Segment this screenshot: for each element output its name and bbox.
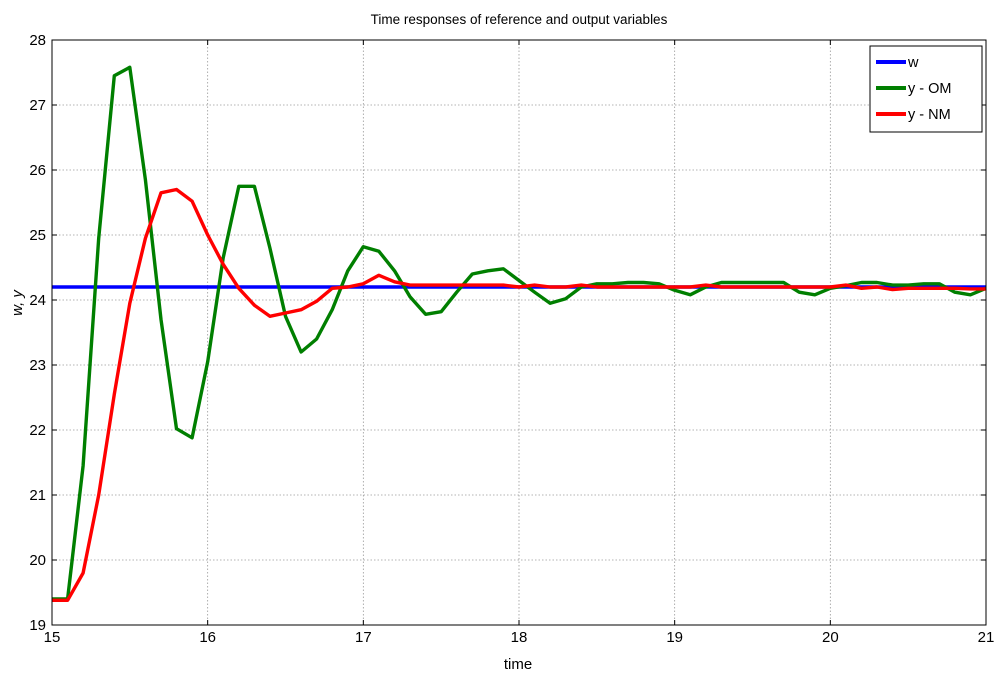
y-tick-label: 27 — [29, 97, 46, 114]
series-lines — [52, 65, 987, 602]
x-tick-label: 21 — [978, 629, 995, 646]
y-tick-label: 22 — [29, 422, 46, 439]
y-tick-label: 20 — [29, 552, 46, 569]
x-tick-label: 17 — [355, 629, 372, 646]
x-tick-label: 18 — [511, 629, 528, 646]
y-tick-label: 21 — [29, 487, 46, 504]
grid-lines — [52, 40, 986, 625]
y-tick-label: 23 — [29, 357, 46, 374]
y-axis-label: w, y — [9, 289, 26, 316]
y-tick-label: 19 — [29, 617, 46, 634]
y-axis-ticks: 19 20 21 22 23 24 25 26 27 28 — [29, 32, 986, 634]
x-axis-ticks: 15 16 17 18 19 20 21 — [44, 40, 995, 646]
y-tick-label: 26 — [29, 162, 46, 179]
x-tick-label: 20 — [822, 629, 839, 646]
x-tick-label: 15 — [44, 629, 61, 646]
legend-entry-label: w — [907, 55, 919, 71]
x-axis-label: time — [504, 656, 532, 673]
x-tick-label: 19 — [666, 629, 683, 646]
y-tick-label: 25 — [29, 227, 46, 244]
legend-entry-label: y - OM — [908, 81, 952, 97]
series-line-y-nm — [52, 187, 986, 602]
chart-title: Time responses of reference and output v… — [371, 12, 668, 27]
x-tick-label: 16 — [199, 629, 216, 646]
y-tick-label: 28 — [29, 32, 46, 49]
legend-entry-label: y - NM — [908, 107, 951, 123]
legend: w y - OM y - NM — [869, 45, 983, 133]
y-tick-label: 24 — [29, 292, 46, 309]
